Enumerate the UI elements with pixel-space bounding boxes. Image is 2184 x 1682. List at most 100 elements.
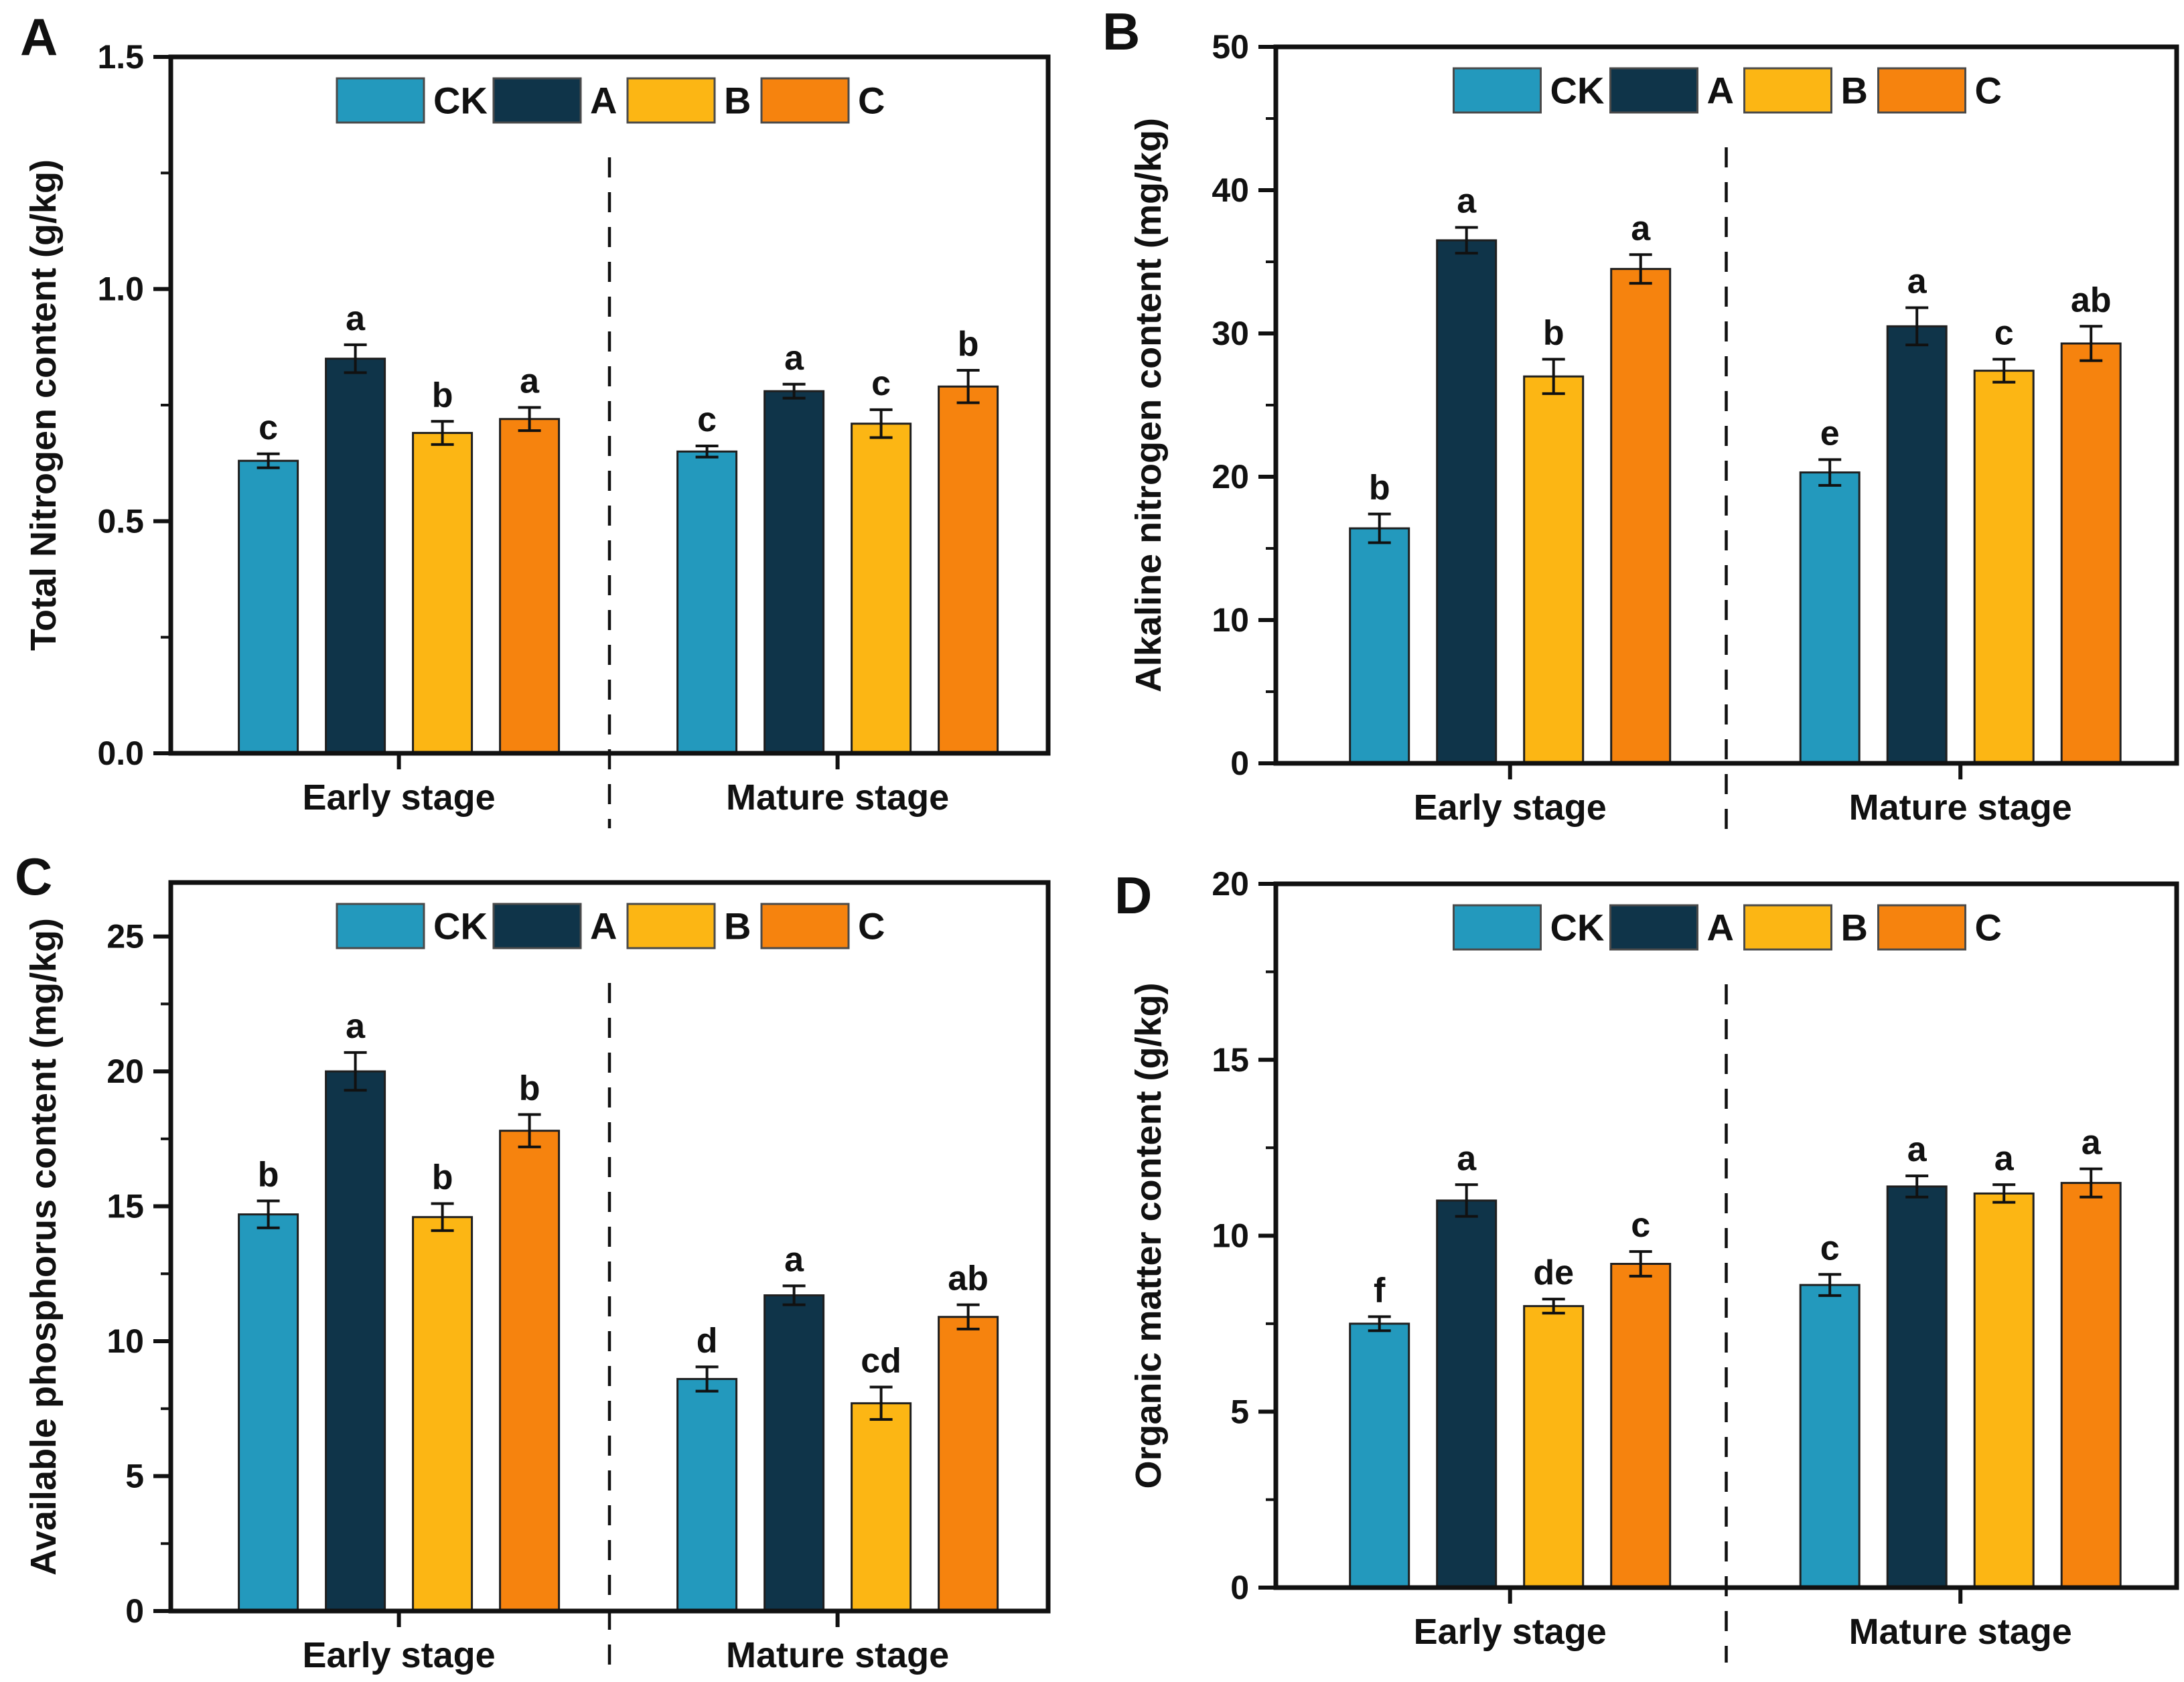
bar-ck-early (238, 459, 299, 755)
bar-c-early (499, 418, 561, 755)
legend-swatch-c (760, 903, 850, 949)
bar-b-mature (851, 423, 912, 755)
bar-c-early (1610, 1263, 1672, 1589)
x-category-label-early-stage: Early stage (1414, 787, 1607, 828)
sig-letter-b-early: de (1533, 1253, 1574, 1292)
panel-c-chart: 0 5 10 15 20 25 Available phosphorus content (… (23, 880, 1051, 1679)
sig-letter-ck-mature: c (697, 400, 717, 439)
sig-letter-b-mature: a (1994, 1139, 2015, 1178)
sig-letter-b-early: b (1543, 314, 1564, 353)
bar-c-early (1610, 268, 1672, 765)
y-tick-label: 20 (106, 1053, 144, 1090)
y-axis-label: Total Nitrogen content (g/kg) (23, 159, 64, 651)
panel-a-chart: 0.0 0.5 1.0 1.5 Total Nitrogen content (g/kg… (23, 38, 1051, 828)
sig-letter-a-early: a (346, 299, 366, 338)
legend-swatch-a (1609, 67, 1698, 114)
bar-b-mature (851, 1402, 912, 1612)
legend-swatch-ck (1453, 67, 1542, 114)
panel-a-letter: A (20, 7, 58, 66)
panel-a: A 0.0 0.5 1.0 1.5 Total Nitrogen content (g/… (0, 0, 1092, 841)
y-tick-label: 0 (1230, 1569, 1249, 1606)
legend-label-c: C (1975, 907, 2002, 949)
bar-c-early (499, 1130, 561, 1612)
bar-a-early (325, 358, 386, 755)
bar-ck-mature (1799, 471, 1861, 765)
bar-c-mature (2060, 342, 2122, 765)
panel-b: B 0 10 20 30 40 50 Alkaline nitrogen content (… (1092, 0, 2184, 841)
sig-letter-ck-early: b (258, 1155, 279, 1194)
legend-label-ck: CK (433, 80, 488, 122)
sig-letter-c-early: b (519, 1069, 540, 1108)
y-tick-label: 1.0 (97, 271, 144, 308)
sig-letter-a-early: a (346, 1007, 366, 1046)
y-axis-label: Available phosphorus content (mg/kg) (23, 918, 64, 1576)
legend-swatch-b (626, 903, 716, 949)
legend-label-b: B (1841, 70, 1868, 112)
sig-letter-a-early: a (1457, 182, 1477, 221)
y-tick-label: 15 (106, 1188, 144, 1225)
x-category-label-early-stage: Early stage (1414, 1612, 1607, 1652)
sig-letter-b-mature: cd (861, 1342, 901, 1381)
bar-c-mature (2060, 1182, 2122, 1589)
legend-swatch-ck (336, 77, 425, 124)
legend-swatch-ck (1453, 904, 1542, 951)
y-tick-label: 0 (1230, 745, 1249, 782)
y-tick-label: 30 (1212, 315, 1249, 352)
sig-letter-c-early: c (1631, 1206, 1650, 1245)
y-tick-label: 50 (1212, 28, 1249, 66)
legend-label-c: C (858, 905, 885, 947)
sig-letter-b-early: b (432, 376, 453, 414)
bar-a-mature (763, 390, 825, 755)
bar-a-early (325, 1070, 386, 1612)
x-category-label-early-stage: Early stage (303, 777, 496, 818)
sig-letter-c-mature: a (2082, 1124, 2102, 1162)
bar-a-mature (1886, 325, 1948, 765)
sig-letter-a-mature: a (1907, 262, 1927, 301)
sig-letter-ck-mature: e (1820, 414, 1840, 453)
y-tick-label: 10 (106, 1322, 144, 1360)
legend-label-b: B (724, 905, 751, 947)
bar-ck-early (1349, 527, 1410, 765)
sig-letter-a-mature: a (784, 1240, 804, 1279)
y-tick-label: 15 (1212, 1041, 1249, 1079)
legend-swatch-c (1877, 67, 1966, 114)
bar-b-mature (1973, 370, 2035, 765)
legend-swatch-a (1609, 904, 1698, 951)
bar-ck-mature (676, 1377, 738, 1612)
legend-swatch-b (1743, 67, 1832, 114)
legend-swatch-c (1877, 904, 1966, 951)
legend-label-ck: CK (433, 905, 488, 947)
y-tick-label: 0.5 (97, 502, 144, 540)
y-tick-label: 10 (1212, 601, 1249, 639)
legend-label-b: B (724, 80, 751, 122)
y-tick-label: 10 (1212, 1217, 1249, 1255)
legend-label-ck: CK (1550, 907, 1605, 949)
legend-swatch-c (760, 77, 850, 124)
legend-label-b: B (1841, 907, 1868, 949)
legend-swatch-a (492, 903, 582, 949)
bar-b-early (412, 432, 474, 755)
y-tick-label: 1.5 (97, 38, 144, 76)
bar-ck-early (238, 1213, 299, 1612)
legend-swatch-b (1743, 904, 1832, 951)
x-category-label-early-stage: Early stage (303, 1635, 496, 1675)
legend-label-c: C (1975, 70, 2002, 112)
panel-d-chart: 0 5 10 15 20 Organic matter content (g/kg) Ear… (1129, 865, 2179, 1663)
bar-ck-mature (676, 450, 738, 755)
x-category-label-mature-stage: Mature stage (726, 777, 949, 818)
sig-letter-a-mature: a (784, 339, 804, 378)
panel-d: D 0 5 10 15 20 Organic matter content (g/kg) E… (1092, 841, 2184, 1682)
bar-b-early (1523, 375, 1585, 765)
legend-label-a: A (1707, 70, 1734, 112)
y-tick-label: 20 (1212, 458, 1249, 495)
sig-letter-c-early: a (520, 362, 540, 400)
sig-letter-b-mature: c (871, 364, 891, 403)
y-tick-label: 25 (106, 918, 144, 955)
y-tick-label: 0 (125, 1592, 144, 1630)
legend-swatch-a (492, 77, 582, 124)
sig-letter-ck-mature: d (697, 1321, 718, 1360)
sig-letter-c-mature: ab (2071, 281, 2112, 319)
legend-label-a: A (590, 80, 617, 122)
legend-label-a: A (590, 905, 617, 947)
bar-ck-mature (1799, 1284, 1861, 1589)
